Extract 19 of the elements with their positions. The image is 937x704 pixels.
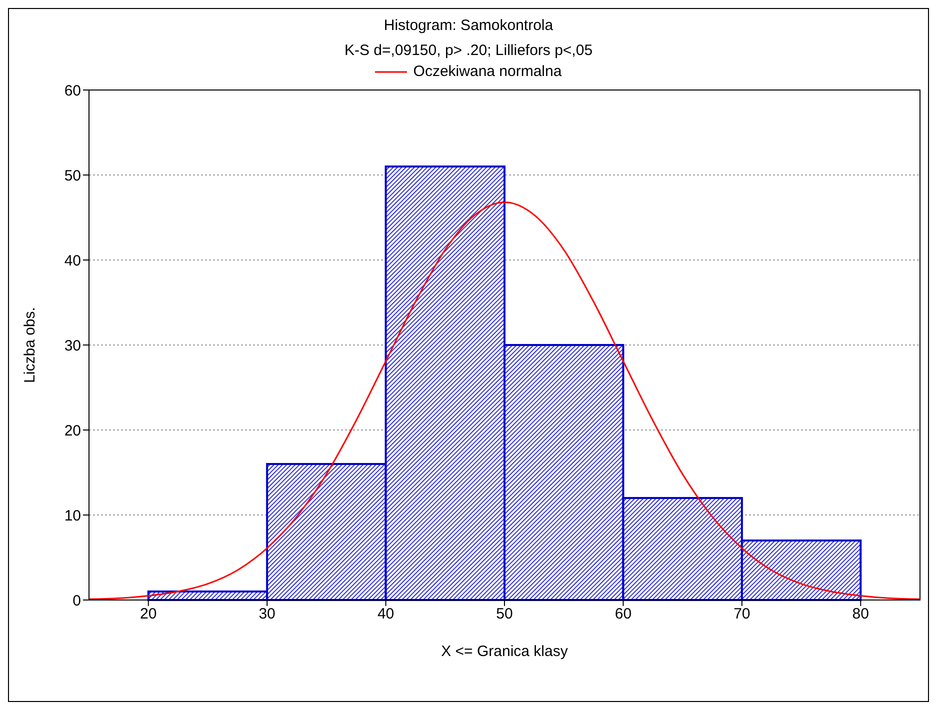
y-tick-label: 30 [64,337,81,354]
y-tick-label: 0 [72,592,81,610]
x-tick-label: 60 [614,606,632,623]
x-tick-label: 20 [140,606,157,623]
x-tick-label: 40 [377,606,394,623]
x-tick-label: 70 [734,606,750,623]
chart-title: Histogram: Samokontrola [382,17,554,34]
y-tick-label: 20 [64,422,81,440]
y-tick-label: 60 [64,82,81,100]
x-tick-label: 80 [852,606,869,623]
y-tick-label: 50 [64,167,81,184]
x-tick-label: 30 [258,606,276,623]
y-axis-title: Liczba obs. [21,307,38,383]
y-tick-label: 10 [64,507,81,524]
x-tick-label: 50 [496,606,513,623]
y-tick-label: 40 [64,252,81,270]
x-axis-title: X <= Granica klasy [441,643,568,660]
chart-subtitle: K-S d=,09150, p> .20; Lilliefors p<,05 [343,42,594,59]
legend-label: Oczekiwana normalna [413,63,562,80]
